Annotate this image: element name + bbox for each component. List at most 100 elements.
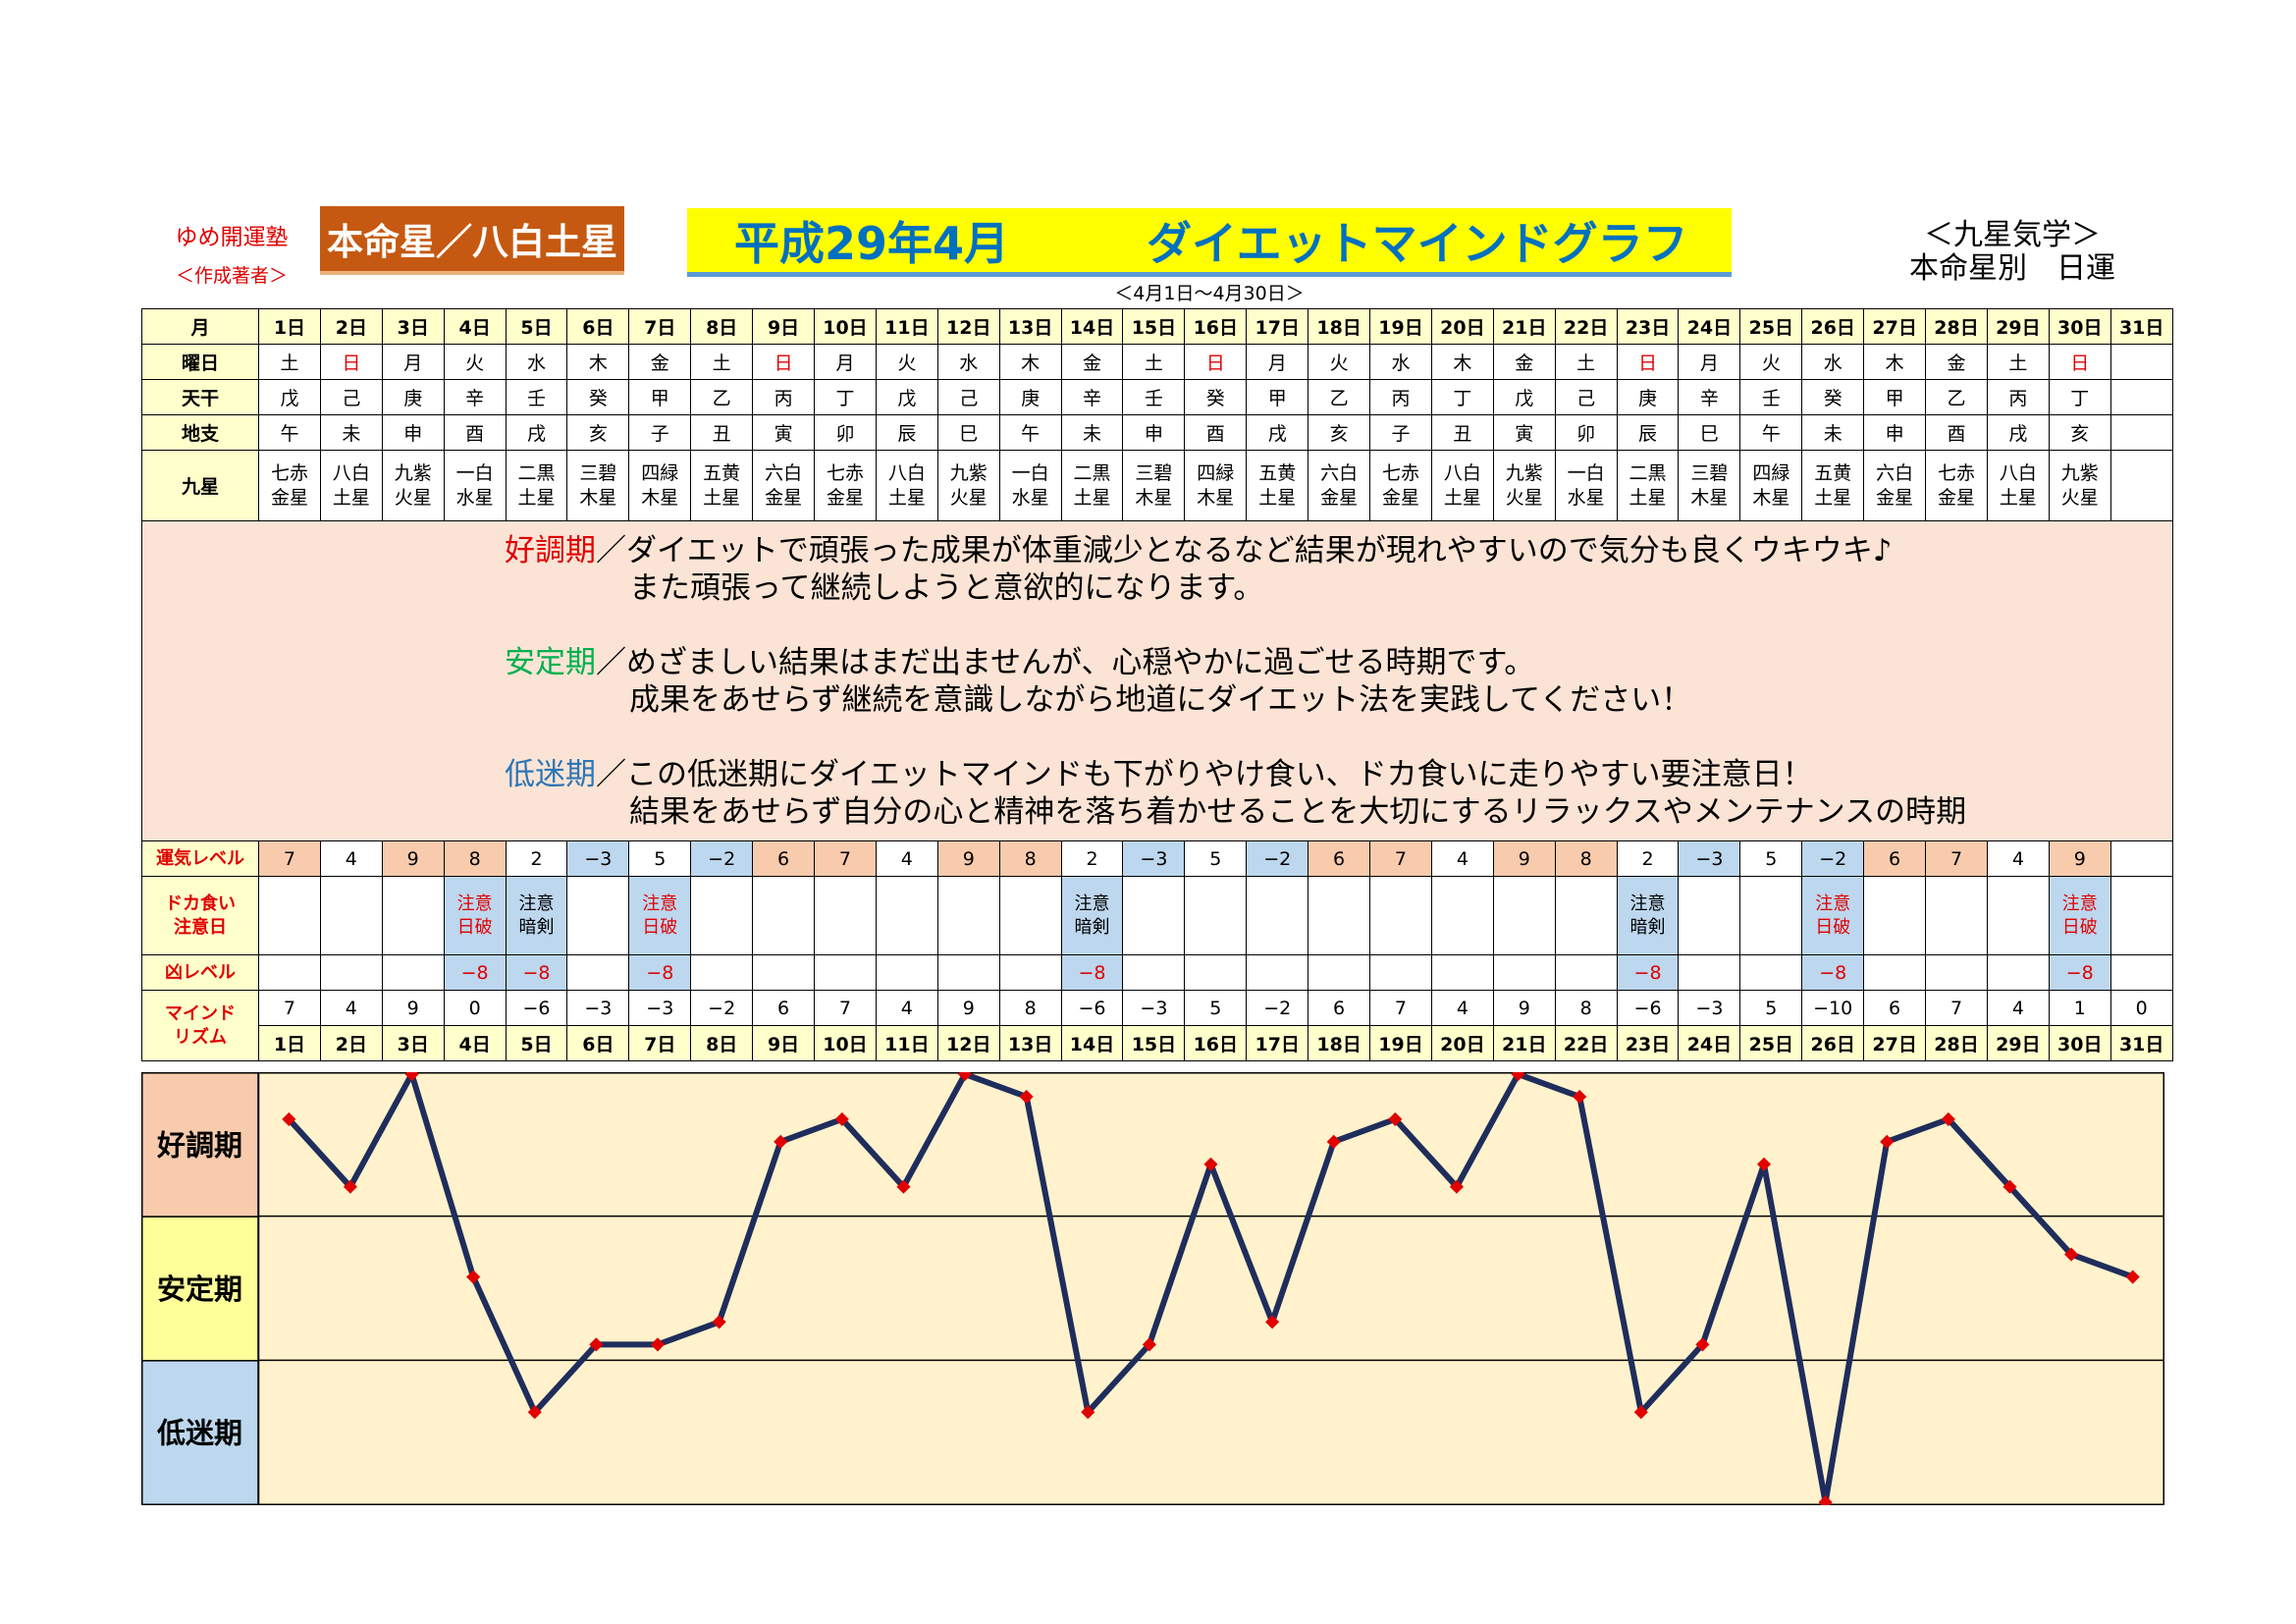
kyusei-star-name: 七赤: [826, 461, 864, 484]
chishi-cell: 午: [258, 414, 321, 451]
day-header: 31日: [2109, 308, 2173, 345]
kyusei-star-name: 六白: [1320, 461, 1359, 484]
day-footer: 8日: [690, 1025, 754, 1061]
kyusei-star-name: 七赤: [1381, 461, 1419, 484]
kyusei-label: 九星: [141, 450, 259, 521]
kyusei-cell: 一白 水星: [1554, 450, 1618, 521]
day-header: 24日: [1678, 308, 1741, 345]
caution-cell: 注意 日破: [628, 876, 692, 955]
weekday-cell: 木: [1430, 344, 1494, 380]
day-footer: 23日: [1616, 1025, 1680, 1061]
kyusei-element: 火星: [394, 486, 432, 509]
day-header: 3日: [381, 308, 445, 345]
luck-level-cell: 4: [319, 840, 383, 877]
chishi-row: 地支午未申酉戌亥子丑寅卯辰巳午未申酉戌亥子丑寅卯辰巳午未申酉戌亥: [141, 414, 2173, 451]
bad-level-cell: [1925, 954, 1988, 991]
kyusei-cell: 七赤 金星: [1925, 450, 1988, 521]
tenkan-cell: 乙: [690, 379, 754, 415]
mind-rhythm-label: マインド リズム: [141, 990, 259, 1061]
luck-level-cell: −3: [1678, 840, 1741, 877]
kyusei-element: 土星: [1258, 486, 1297, 509]
tenkan-cell: 丙: [1369, 379, 1432, 415]
caution-cell: [936, 876, 1000, 955]
day-header: 23日: [1616, 308, 1680, 345]
kyusei-cell: 八白 土星: [319, 450, 383, 521]
kyusei-star-name: 六白: [765, 461, 803, 484]
chart-frame: [141, 1072, 2164, 1505]
weekday-cell: 土: [1554, 344, 1618, 380]
luck-level-cell: −2: [1801, 840, 1865, 877]
tenkan-cell: 丁: [1430, 379, 1494, 415]
tenkan-row: 天干戊己庚辛壬癸甲乙丙丁戊己庚辛壬癸甲乙丙丁戊己庚辛壬癸甲乙丙丁: [141, 379, 2173, 415]
data-point-marker: [957, 1072, 973, 1082]
mind-rhythm-cell: −3: [628, 990, 692, 1026]
chishi-cell: 卯: [814, 414, 877, 451]
caution-cell: [1184, 876, 1248, 955]
day-header: 1日: [258, 308, 321, 345]
band-label-bg: [141, 1072, 260, 1218]
bad-level-cell: [1739, 954, 1803, 991]
bad-level-cell: [936, 954, 1000, 991]
tenkan-cell: 癸: [566, 379, 630, 415]
tenkan-cell: 辛: [1060, 379, 1124, 415]
kyusei-cell: 四緑 木星: [628, 450, 692, 521]
day-footer: 4日: [443, 1025, 507, 1061]
kyusei-star-name: 四緑: [641, 461, 679, 484]
kyusei-element: 金星: [1937, 486, 1975, 509]
weekday-cell: 日: [1184, 344, 1248, 380]
luck-level-cell: 9: [936, 840, 1000, 877]
kyusei-cell: 二黒 土星: [1616, 450, 1680, 521]
day-footer: 20日: [1430, 1025, 1494, 1061]
caution-cell: 注意 日破: [1801, 876, 1865, 955]
day-header: 20日: [1430, 308, 1494, 345]
band-label-bg: [141, 1360, 260, 1505]
kyusei-star-name: 四緑: [1197, 461, 1235, 484]
kyusei-label: ＜九星気学＞: [1924, 218, 2101, 252]
tenkan-cell: 丁: [2048, 379, 2111, 415]
weekday-cell: 水: [936, 344, 1000, 380]
day-header: 10日: [814, 308, 877, 345]
tenkan-cell: 甲: [1863, 379, 1927, 415]
low-phase-line1: ／この低迷期にダイエットマインドも下がりやけ食い、ドカ食いに走りやすい要注意日！: [596, 756, 1813, 792]
kyusei-cell: 二黒 土星: [505, 450, 568, 521]
kyusei-star-name: 六白: [1876, 461, 1914, 484]
day-header: 18日: [1308, 308, 1371, 345]
kyusei-element: 金星: [765, 486, 803, 509]
weekday-cell: 月: [381, 344, 445, 380]
kyusei-cell: 五黄 土星: [1246, 450, 1309, 521]
mind-rhythm-cell: 0: [2109, 990, 2173, 1026]
bad-level-cell: [1430, 954, 1494, 991]
luck-level-cell: 4: [1430, 840, 1494, 877]
tenkan-cell: 癸: [1801, 379, 1865, 415]
honmei-star-label: 本命星／八白土星: [320, 206, 624, 275]
bad-level-cell: [1184, 954, 1248, 991]
caution-cell: [1678, 876, 1741, 955]
caution-type: 日破: [456, 916, 493, 938]
luck-level-cell: 7: [258, 840, 321, 877]
tenkan-cell: 己: [1554, 379, 1618, 415]
data-point-marker: [1265, 1315, 1280, 1329]
data-point-marker: [2064, 1247, 2079, 1262]
kyusei-star-name: 五黄: [703, 461, 741, 484]
kyusei-star-name: 八白: [1443, 461, 1481, 484]
day-footer: 29日: [1986, 1025, 2050, 1061]
bad-level-cell: −8: [505, 954, 568, 991]
tenkan-cell: 己: [319, 379, 383, 415]
band-label: 低迷期: [156, 1417, 242, 1450]
mind-rhythm-cell: −6: [505, 990, 568, 1026]
chishi-cell: 子: [628, 414, 692, 451]
weekday-row: 曜日土日月火水木金土日月火水木金土日月火水木金土日月火水木金土日: [141, 344, 2173, 380]
luck-level-cell: 9: [2048, 840, 2111, 877]
luck-level-cell: 2: [1060, 840, 1124, 877]
kyusei-element: 木星: [641, 486, 679, 509]
day-footer: 13日: [998, 1025, 1062, 1061]
day-header: 17日: [1246, 308, 1309, 345]
bad-level-label: 凶レベル: [141, 954, 259, 991]
chishi-cell: 未: [1801, 414, 1865, 451]
tenkan-cell: 壬: [1739, 379, 1803, 415]
kyusei-cell: 四緑 木星: [1739, 450, 1803, 521]
caution-cell: [258, 876, 321, 955]
description-panel: 好調期／ダイエットで頑張った成果が体重減少となるなど結果が現れやすいので気分も良…: [141, 520, 2173, 841]
kyusei-element: 水星: [455, 486, 494, 509]
day-footer: 1日: [258, 1025, 321, 1061]
